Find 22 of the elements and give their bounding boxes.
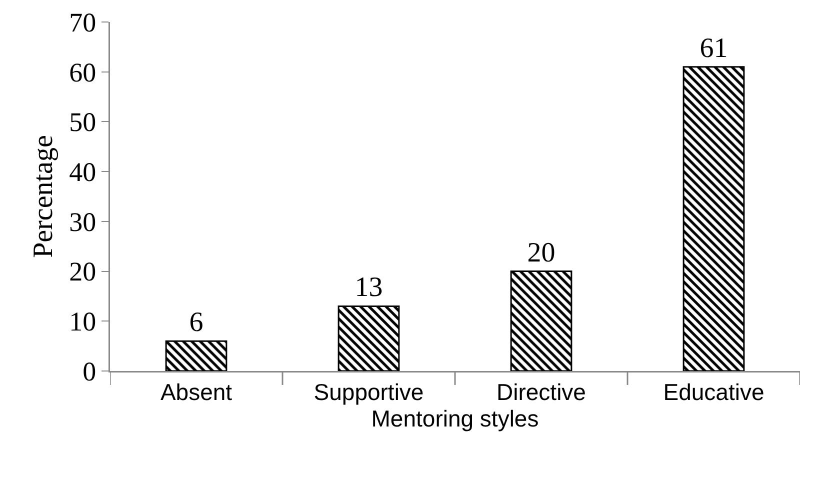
x-axis-title: Mentoring styles	[371, 405, 539, 432]
y-tick-label: 10	[69, 306, 96, 337]
y-tick-label: 70	[69, 7, 96, 38]
x-tick-label: Supportive	[314, 379, 424, 406]
bar	[338, 305, 400, 371]
data-label: 20	[527, 237, 556, 268]
y-tick-label: 20	[69, 256, 96, 287]
bar	[510, 270, 572, 371]
y-tick-label: 40	[69, 157, 96, 188]
y-tick-label: 50	[69, 107, 96, 138]
bar	[682, 66, 745, 371]
x-tick-label: Educative	[663, 379, 764, 406]
x-tick-label: Absent	[160, 379, 233, 406]
y-tick-label: 0	[82, 356, 96, 386]
y-axis-title: Percentage	[28, 135, 60, 258]
y-tick-label: 60	[69, 57, 96, 88]
data-label: 13	[354, 272, 383, 304]
data-label: 61	[700, 32, 728, 64]
y-tick-label: 30	[69, 206, 96, 237]
x-tick-label: Directive	[496, 379, 586, 406]
data-label: 6	[189, 307, 204, 338]
bar	[165, 340, 228, 371]
